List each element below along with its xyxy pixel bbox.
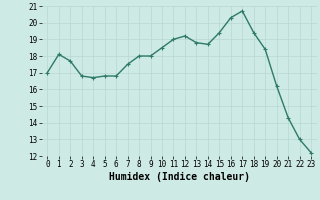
X-axis label: Humidex (Indice chaleur): Humidex (Indice chaleur) <box>109 172 250 182</box>
